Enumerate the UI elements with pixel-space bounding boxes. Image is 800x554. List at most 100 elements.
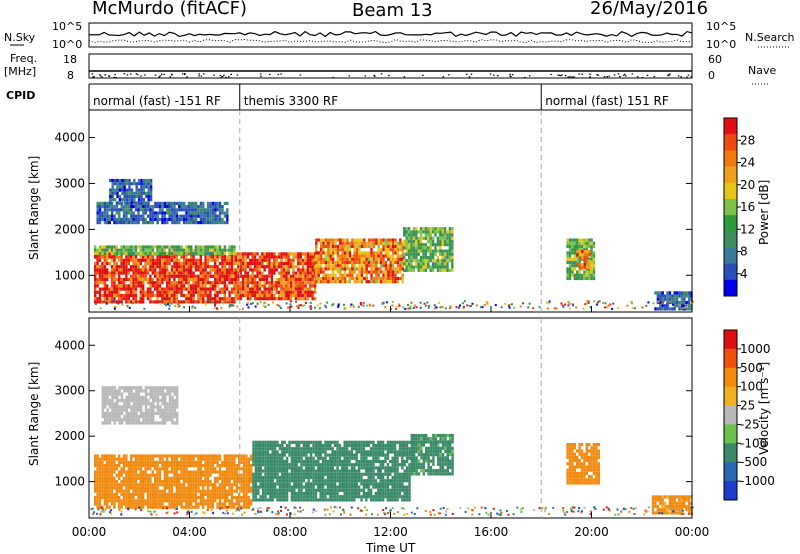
range-cell	[151, 470, 154, 474]
range-cell	[312, 482, 315, 486]
range-cell	[314, 469, 318, 473]
range-cell	[142, 214, 145, 218]
range-cell	[218, 251, 222, 255]
range-cell	[297, 281, 300, 285]
range-cell	[281, 469, 284, 473]
range-cell	[94, 454, 97, 458]
range-cell	[142, 217, 145, 221]
range-cell	[190, 476, 193, 480]
range-cell	[142, 457, 145, 461]
range-cell	[130, 182, 134, 186]
range-cell	[190, 251, 193, 255]
range-cell	[234, 271, 238, 275]
range-cell	[144, 467, 147, 471]
range-cell	[297, 255, 300, 259]
range-cell	[407, 303, 409, 306]
range-cell	[185, 271, 188, 275]
range-cell	[278, 459, 282, 464]
range-cell	[305, 456, 308, 460]
freq-traces	[89, 70, 693, 79]
range-cell	[240, 499, 243, 503]
range-cell	[221, 287, 224, 291]
range-cell	[238, 476, 241, 480]
range-cell	[555, 307, 558, 310]
range-cell	[410, 246, 413, 250]
range-cell	[163, 300, 166, 304]
range-cell	[253, 265, 257, 269]
range-cell	[436, 255, 440, 260]
range-cell	[309, 475, 313, 480]
range-cell	[251, 293, 254, 298]
range-cell	[348, 270, 352, 274]
range-cell	[166, 217, 169, 221]
range-cell	[108, 483, 111, 487]
range-cell	[268, 261, 271, 266]
range-cell	[244, 261, 247, 266]
range-cell	[434, 233, 437, 237]
range-cell	[241, 290, 245, 294]
range-cell	[673, 300, 676, 305]
range-cell	[292, 258, 295, 262]
range-cell	[108, 486, 111, 490]
range-cell	[170, 489, 174, 493]
range-cell	[508, 304, 510, 307]
range-cell	[395, 308, 397, 310]
range-cell	[309, 498, 313, 502]
range-cell	[127, 505, 130, 509]
range-cell	[247, 460, 250, 464]
range-cell	[273, 469, 277, 473]
range-cell	[387, 248, 390, 252]
range-cell	[314, 491, 318, 496]
range-cell	[233, 454, 236, 458]
nave-dot	[104, 74, 107, 76]
range-cell	[329, 463, 332, 467]
range-cell	[101, 274, 104, 278]
range-cell	[439, 239, 442, 244]
range-cell	[682, 305, 685, 307]
range-cell	[161, 492, 164, 496]
range-cell	[668, 291, 672, 295]
range-cell	[251, 271, 254, 275]
range-cell	[168, 502, 171, 506]
range-cell	[302, 472, 306, 476]
range-cell	[290, 305, 293, 308]
range-cell	[427, 230, 430, 234]
range-cell	[424, 262, 428, 266]
range-cell	[142, 185, 146, 189]
range-cell	[182, 277, 186, 282]
range-cell	[254, 305, 257, 308]
range-cell	[127, 255, 130, 259]
range-cell	[350, 447, 354, 451]
range-cell	[312, 440, 315, 444]
nave-dot	[108, 75, 110, 77]
range-cell	[661, 304, 664, 308]
range-cell	[108, 473, 111, 477]
range-cell	[140, 188, 143, 192]
range-cell	[271, 447, 274, 451]
range-cell	[317, 485, 320, 489]
range-cell	[419, 301, 422, 304]
range-cell	[261, 463, 265, 467]
range-cell	[204, 489, 207, 493]
range-cell	[680, 297, 684, 301]
range-cell	[233, 297, 236, 301]
nave-dot	[509, 73, 511, 75]
range-cell	[216, 258, 219, 262]
range-cell	[106, 245, 109, 249]
range-cell	[166, 486, 169, 490]
range-cell	[113, 214, 116, 218]
range-cell	[451, 249, 454, 253]
range-cell	[103, 281, 106, 285]
range-cell	[218, 208, 222, 212]
range-cell	[185, 297, 188, 301]
range-cell	[271, 466, 274, 470]
range-cell	[132, 261, 135, 266]
range-cell	[209, 300, 212, 304]
range-cell	[146, 221, 150, 225]
range-cell	[324, 257, 328, 261]
range-cell	[273, 255, 276, 259]
range-cell	[405, 249, 408, 253]
range-cell	[211, 486, 214, 490]
range-cell	[110, 460, 114, 464]
range-cell	[276, 456, 279, 460]
